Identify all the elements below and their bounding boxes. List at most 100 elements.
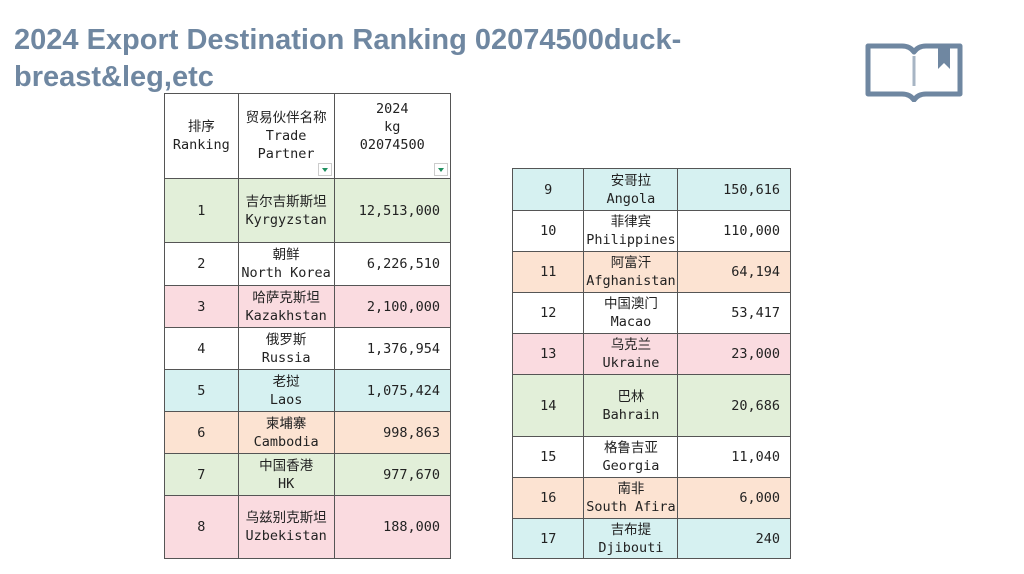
partner-cell: 巴林 Bahrain: [583, 374, 679, 437]
table-row: 6 柬埔寨 Cambodia 998,863: [164, 411, 452, 454]
value-cell: 150,616: [677, 168, 791, 211]
header-partner-cn: 贸易伙伴名称: [245, 110, 327, 126]
value-cell: 11,040: [677, 436, 791, 478]
rank-cell: 7: [164, 453, 239, 496]
partner-cn: 格鲁吉亚: [603, 440, 658, 456]
table-row: 12 中国澳门 Macao 53,417: [511, 292, 791, 334]
table-row: 14 巴林 Bahrain 20,686: [511, 374, 791, 437]
partner-en: Angola: [606, 190, 656, 207]
partner-en: Uzbekistan: [245, 528, 327, 544]
table-row: 1 吉尔吉斯斯坦 Kyrgyzstan 12,513,000: [164, 178, 452, 243]
rank-cell: 6: [164, 411, 239, 454]
partner-cell: 阿富汗 Afghanistan: [583, 251, 679, 293]
table-row: 17 吉布提 Djibouti 240: [511, 518, 791, 559]
partner-cell: 朝鲜 North Korea: [237, 242, 335, 286]
partner-cell: 吉尔吉斯斯坦 Kyrgyzstan: [237, 178, 335, 243]
open-book-icon: [864, 40, 964, 106]
partner-cn: 安哥拉: [610, 172, 652, 189]
value-cell: 6,000: [677, 477, 791, 519]
value-cell: 12,513,000: [333, 178, 452, 243]
table-row: 11 阿富汗 Afghanistan 64,194: [511, 251, 791, 293]
partner-en: Bahrain: [602, 406, 660, 423]
partner-cn: 老挝: [272, 373, 300, 390]
partner-en: Afghanistan: [586, 273, 676, 289]
partner-cn: 乌克兰: [610, 337, 652, 353]
value-cell: 110,000: [677, 210, 791, 252]
partner-en: Laos: [269, 391, 303, 408]
partner-cn: 中国澳门: [603, 296, 658, 312]
rank-cell: 11: [511, 251, 585, 293]
partner-cell: 哈萨克斯坦 Kazakhstan: [237, 285, 335, 328]
value-cell: 53,417: [677, 292, 791, 334]
header-unit: kg: [384, 119, 401, 135]
rank-cell: 12: [511, 292, 585, 334]
rank-cell: 15: [511, 436, 585, 478]
partner-cell: 俄罗斯 Russia: [237, 327, 335, 370]
partner-cell: 中国香港 HK: [237, 453, 335, 496]
partner-cell: 中国澳门 Macao: [583, 292, 679, 334]
partner-cn: 哈萨克斯坦: [252, 289, 320, 306]
table-row: 15 格鲁吉亚 Georgia 11,040: [511, 436, 791, 478]
rank-cell: 1: [164, 178, 239, 243]
rank-cell: 9: [511, 168, 585, 211]
partner-cell: 吉布提 Djibouti: [583, 518, 679, 559]
value-cell: 1,376,954: [333, 327, 452, 370]
filter-dropdown-icon[interactable]: [317, 163, 332, 176]
partner-en: Macao: [610, 314, 652, 330]
partner-cn: 吉尔吉斯斯坦: [245, 193, 327, 210]
partner-cn: 中国香港: [259, 457, 314, 474]
value-cell: 998,863: [333, 411, 452, 454]
ranking-table-left: 排序 Ranking 贸易伙伴名称 Trade Partner 2024 kg 0207…: [164, 93, 452, 559]
partner-en: Kazakhstan: [245, 307, 327, 324]
rank-cell: 13: [511, 333, 585, 375]
partner-cn: 柬埔寨: [265, 415, 307, 432]
partner-cn: 巴林: [617, 388, 645, 405]
partner-en: Kyrgyzstan: [245, 211, 327, 228]
rank-cell: 16: [511, 477, 585, 519]
partner-cell: 乌兹别克斯坦 Uzbekistan: [237, 495, 335, 559]
partner-cell: 乌克兰 Ukraine: [583, 333, 679, 375]
table-row: 3 哈萨克斯坦 Kazakhstan 2,100,000: [164, 285, 452, 328]
value-cell: 64,194: [677, 251, 791, 293]
table-row: 10 菲律宾 Philippines 110,000: [511, 210, 791, 252]
partner-cell: 菲律宾 Philippines: [583, 210, 679, 252]
partner-cell: 安哥拉 Angola: [583, 168, 679, 211]
value-cell: 188,000: [333, 495, 452, 559]
partner-en: Djibouti: [598, 539, 664, 556]
table-header-row: 排序 Ranking 贸易伙伴名称 Trade Partner 2024 kg 0207…: [164, 93, 452, 179]
partner-cell: 南非 South Afira: [583, 477, 679, 519]
partner-cn: 乌兹别克斯坦: [245, 510, 327, 526]
rank-cell: 4: [164, 327, 239, 370]
header-value: 2024 kg 02074500: [333, 93, 452, 179]
header-code: 02074500: [359, 137, 425, 153]
value-cell: 240: [677, 518, 791, 559]
partner-cell: 格鲁吉亚 Georgia: [583, 436, 679, 478]
partner-cn: 吉布提: [610, 521, 652, 538]
table-row: 4 俄罗斯 Russia 1,376,954: [164, 327, 452, 370]
page-title: 2024 Export Destination Ranking 02074500…: [14, 24, 682, 93]
partner-en: South Afira: [586, 499, 676, 515]
rank-cell: 17: [511, 518, 585, 559]
partner-cell: 柬埔寨 Cambodia: [237, 411, 335, 454]
header-year: 2024: [376, 101, 409, 117]
table-row: 7 中国香港 HK 977,670: [164, 453, 452, 496]
rank-cell: 10: [511, 210, 585, 252]
table-row: 9 安哥拉 Angola 150,616: [511, 168, 791, 211]
value-cell: 6,226,510: [333, 242, 452, 286]
rank-cell: 8: [164, 495, 239, 559]
table-row: 8 乌兹别克斯坦 Uzbekistan 188,000: [164, 495, 452, 559]
value-cell: 1,075,424: [333, 369, 452, 412]
rank-cell: 14: [511, 374, 585, 437]
partner-en: Georgia: [602, 458, 660, 474]
value-cell: 2,100,000: [333, 285, 452, 328]
header-ranking-cn: 排序: [187, 119, 215, 135]
header-ranking: 排序 Ranking: [164, 93, 239, 179]
filter-dropdown-icon[interactable]: [434, 163, 448, 176]
table-row: 16 南非 South Afira 6,000: [511, 477, 791, 519]
partner-cn: 南非: [617, 481, 645, 497]
partner-en: Russia: [261, 349, 311, 366]
partner-cn: 菲律宾: [610, 214, 652, 230]
partner-cell: 老挝 Laos: [237, 369, 335, 412]
partner-en: Ukraine: [602, 355, 660, 371]
value-cell: 977,670: [333, 453, 452, 496]
